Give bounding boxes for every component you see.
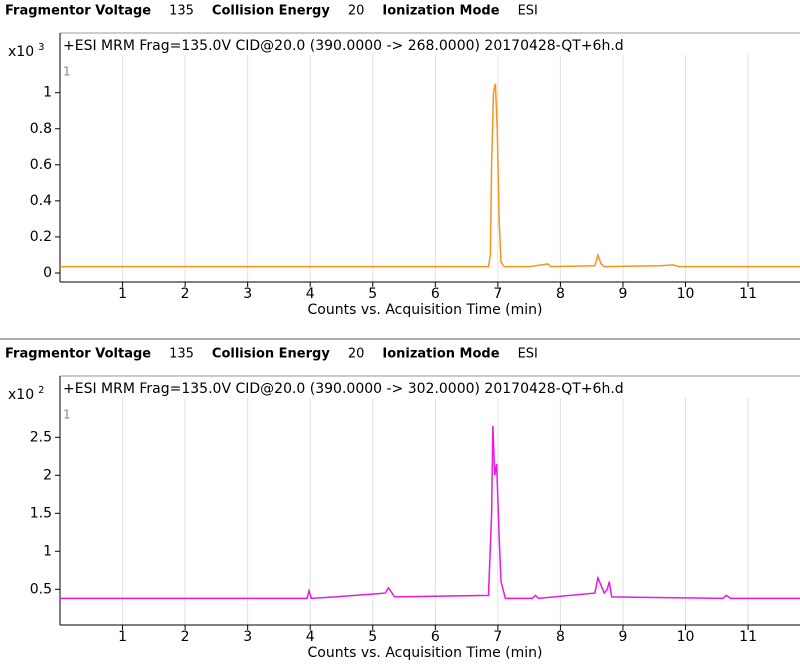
y-exponent: 3	[38, 42, 44, 53]
header-label: Collision Energy	[212, 347, 330, 362]
x-tick-label: 7	[493, 286, 502, 302]
trace	[60, 425, 800, 600]
header-value: 20	[348, 4, 365, 19]
y-exponent: 2	[38, 385, 44, 396]
x-tick-label: 8	[556, 286, 565, 302]
panel-label: 1	[63, 65, 71, 79]
panel-label: 1	[63, 408, 71, 422]
x-axis-label: Counts vs. Acquisition Time (min)	[308, 302, 543, 318]
x-tick-label: 6	[431, 629, 440, 645]
y-tick-label: 1.5	[30, 505, 52, 521]
y-tick-label: 0.2	[30, 229, 52, 245]
x-tick-label: 1	[118, 286, 127, 302]
x-tick-label: 9	[619, 286, 628, 302]
y-tick-label: 0.6	[30, 157, 52, 173]
header-label: Fragmentor Voltage	[5, 347, 151, 362]
x-tick-label: 11	[739, 286, 757, 302]
x-axis-label: Counts vs. Acquisition Time (min)	[308, 645, 543, 661]
chart-title: +ESI MRM Frag=135.0V CID@20.0 (390.0000 …	[63, 38, 624, 54]
x-tick-label: 5	[368, 629, 377, 645]
trace	[60, 83, 800, 268]
x-tick-label: 10	[677, 286, 695, 302]
y-tick-label: 2.5	[30, 429, 52, 445]
x-tick-label: 4	[306, 286, 315, 302]
header-value: 135	[169, 347, 194, 362]
y-tick-label: 0.8	[30, 121, 52, 137]
y-tick-label: 2	[43, 467, 52, 483]
header-value: 135	[169, 4, 194, 19]
y-multiplier: x10	[8, 44, 34, 60]
header-value: 20	[348, 347, 365, 362]
x-tick-label: 2	[181, 629, 190, 645]
y-multiplier: x10	[8, 387, 34, 403]
x-tick-label: 9	[619, 629, 628, 645]
x-tick-label: 3	[243, 286, 252, 302]
y-tick-label: 1	[43, 85, 52, 101]
x-tick-label: 10	[677, 629, 695, 645]
x-tick-label: 1	[118, 629, 127, 645]
y-tick-label: 0	[43, 265, 52, 281]
x-tick-label: 7	[493, 629, 502, 645]
header-label: Collision Energy	[212, 4, 330, 19]
y-tick-label: 0.4	[30, 193, 52, 209]
x-tick-label: 2	[181, 286, 190, 302]
header-label: Ionization Mode	[382, 347, 499, 362]
y-tick-label: 1	[43, 543, 52, 559]
header-label: Ionization Mode	[382, 4, 499, 19]
y-tick-label: 0.5	[30, 581, 52, 597]
header-label: Fragmentor Voltage	[5, 4, 151, 19]
header-value: ESI	[518, 4, 538, 19]
x-tick-label: 8	[556, 629, 565, 645]
x-tick-label: 5	[368, 286, 377, 302]
x-tick-label: 11	[739, 629, 757, 645]
x-tick-label: 4	[306, 629, 315, 645]
chart-title: +ESI MRM Frag=135.0V CID@20.0 (390.0000 …	[63, 381, 624, 397]
header-value: ESI	[518, 347, 538, 362]
x-tick-label: 3	[243, 629, 252, 645]
x-tick-label: 6	[431, 286, 440, 302]
